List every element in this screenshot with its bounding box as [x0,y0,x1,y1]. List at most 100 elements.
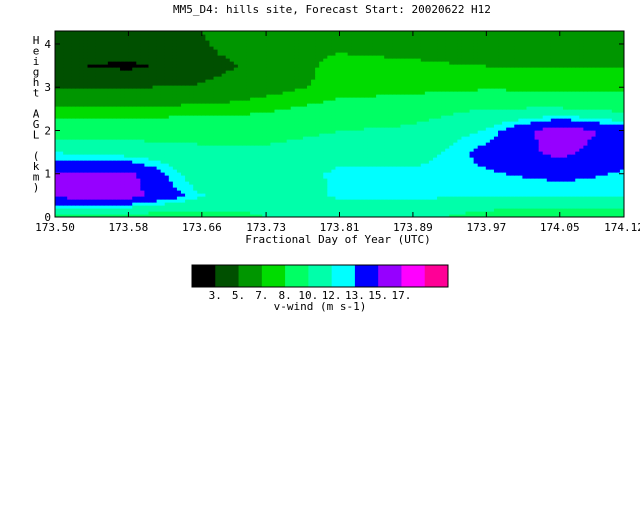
contour-cell [347,130,353,134]
contour-cell [506,187,511,191]
contour-cell [217,184,223,188]
contour-cell [286,145,292,149]
contour-cell [144,181,150,185]
contour-cell [331,199,337,203]
contour-cell [315,151,320,155]
contour-cell [428,139,434,143]
contour-cell [201,178,206,182]
contour-cell [599,121,605,125]
contour-cell [522,181,528,185]
contour-cell [128,154,133,158]
contour-cell [71,121,76,125]
contour-cell [91,157,97,161]
contour-cell [185,208,190,212]
contour-cell [201,154,206,158]
contour-cell [554,175,560,179]
contour-cell [575,184,580,188]
contour-cell [518,139,523,143]
contour-cell [278,148,284,152]
contour-cell [591,124,597,128]
contour-cell [607,202,613,206]
contour-cell [441,205,446,209]
contour-cell [213,187,219,191]
contour-cell [79,169,85,173]
contour-cell [546,178,552,182]
contour-cell [563,139,568,143]
contour-cell [83,160,89,164]
contour-cell [144,172,150,176]
contour-cell [103,172,109,176]
contour-cell [197,205,202,209]
contour-cell [185,127,190,131]
contour-cell [241,175,247,179]
contour-cell [201,202,206,206]
contour-cell [144,148,150,152]
contour-cell [323,139,328,143]
contour-cell [473,145,479,149]
contour-cell [254,163,259,167]
contour-cell [302,118,308,122]
contour-cell [428,130,434,134]
contour-cell [359,163,365,167]
contour-cell [160,205,166,209]
contour-cell [428,205,434,209]
contour-cell [55,145,60,149]
contour-cell [567,160,572,164]
contour-cell [408,187,414,191]
contour-cell [510,136,515,140]
contour-cell [359,157,365,161]
contour-cell [522,163,528,167]
contour-cell [376,118,381,122]
contour-cell [380,211,385,215]
contour-cell [380,202,385,206]
contour-cell [404,130,410,134]
contour-cell [294,202,300,206]
contour-cell [384,184,389,188]
contour-cell [558,190,564,194]
contour-cell [465,208,471,212]
contour-cell [79,193,85,197]
contour-cell [67,172,72,176]
contour-cell [286,184,292,188]
contour-cell [152,151,158,155]
contour-cell [323,169,328,173]
contour-cell [55,133,60,137]
contour-cell [193,175,198,179]
contour-cell [71,184,76,188]
contour-cell [225,190,231,194]
contour-cell [120,157,125,161]
contour-cell [367,196,373,200]
contour-cell [522,118,528,122]
contour-cell [201,163,206,167]
contour-cell [465,154,471,158]
contour-cell [380,148,385,152]
contour-cell [132,130,137,134]
contour-cell [193,118,198,122]
contour-cell [481,196,487,200]
contour-cell [91,130,97,134]
contour-cell [343,130,349,134]
contour-cell [221,205,227,209]
contour-cell [278,160,284,164]
contour-cell [176,154,182,158]
contour-cell [67,115,72,119]
contour-cell [457,124,463,128]
contour-cell [400,187,406,191]
contour-cell [298,127,304,131]
contour-cell [87,130,93,134]
contour-cell [595,208,601,212]
contour-cell [266,154,271,158]
contour-cell [180,181,186,185]
contour-cell [575,214,580,217]
contour-cell [534,175,540,179]
contour-cell [595,145,601,149]
contour-cell [453,154,458,158]
contour-cell [583,160,589,164]
contour-cell [306,193,312,197]
contour-cell [567,193,572,197]
contour-cell [563,205,568,209]
contour-cell [132,148,137,152]
contour-cell [363,196,369,200]
contour-cell [205,190,211,194]
contour-cell [294,208,300,212]
